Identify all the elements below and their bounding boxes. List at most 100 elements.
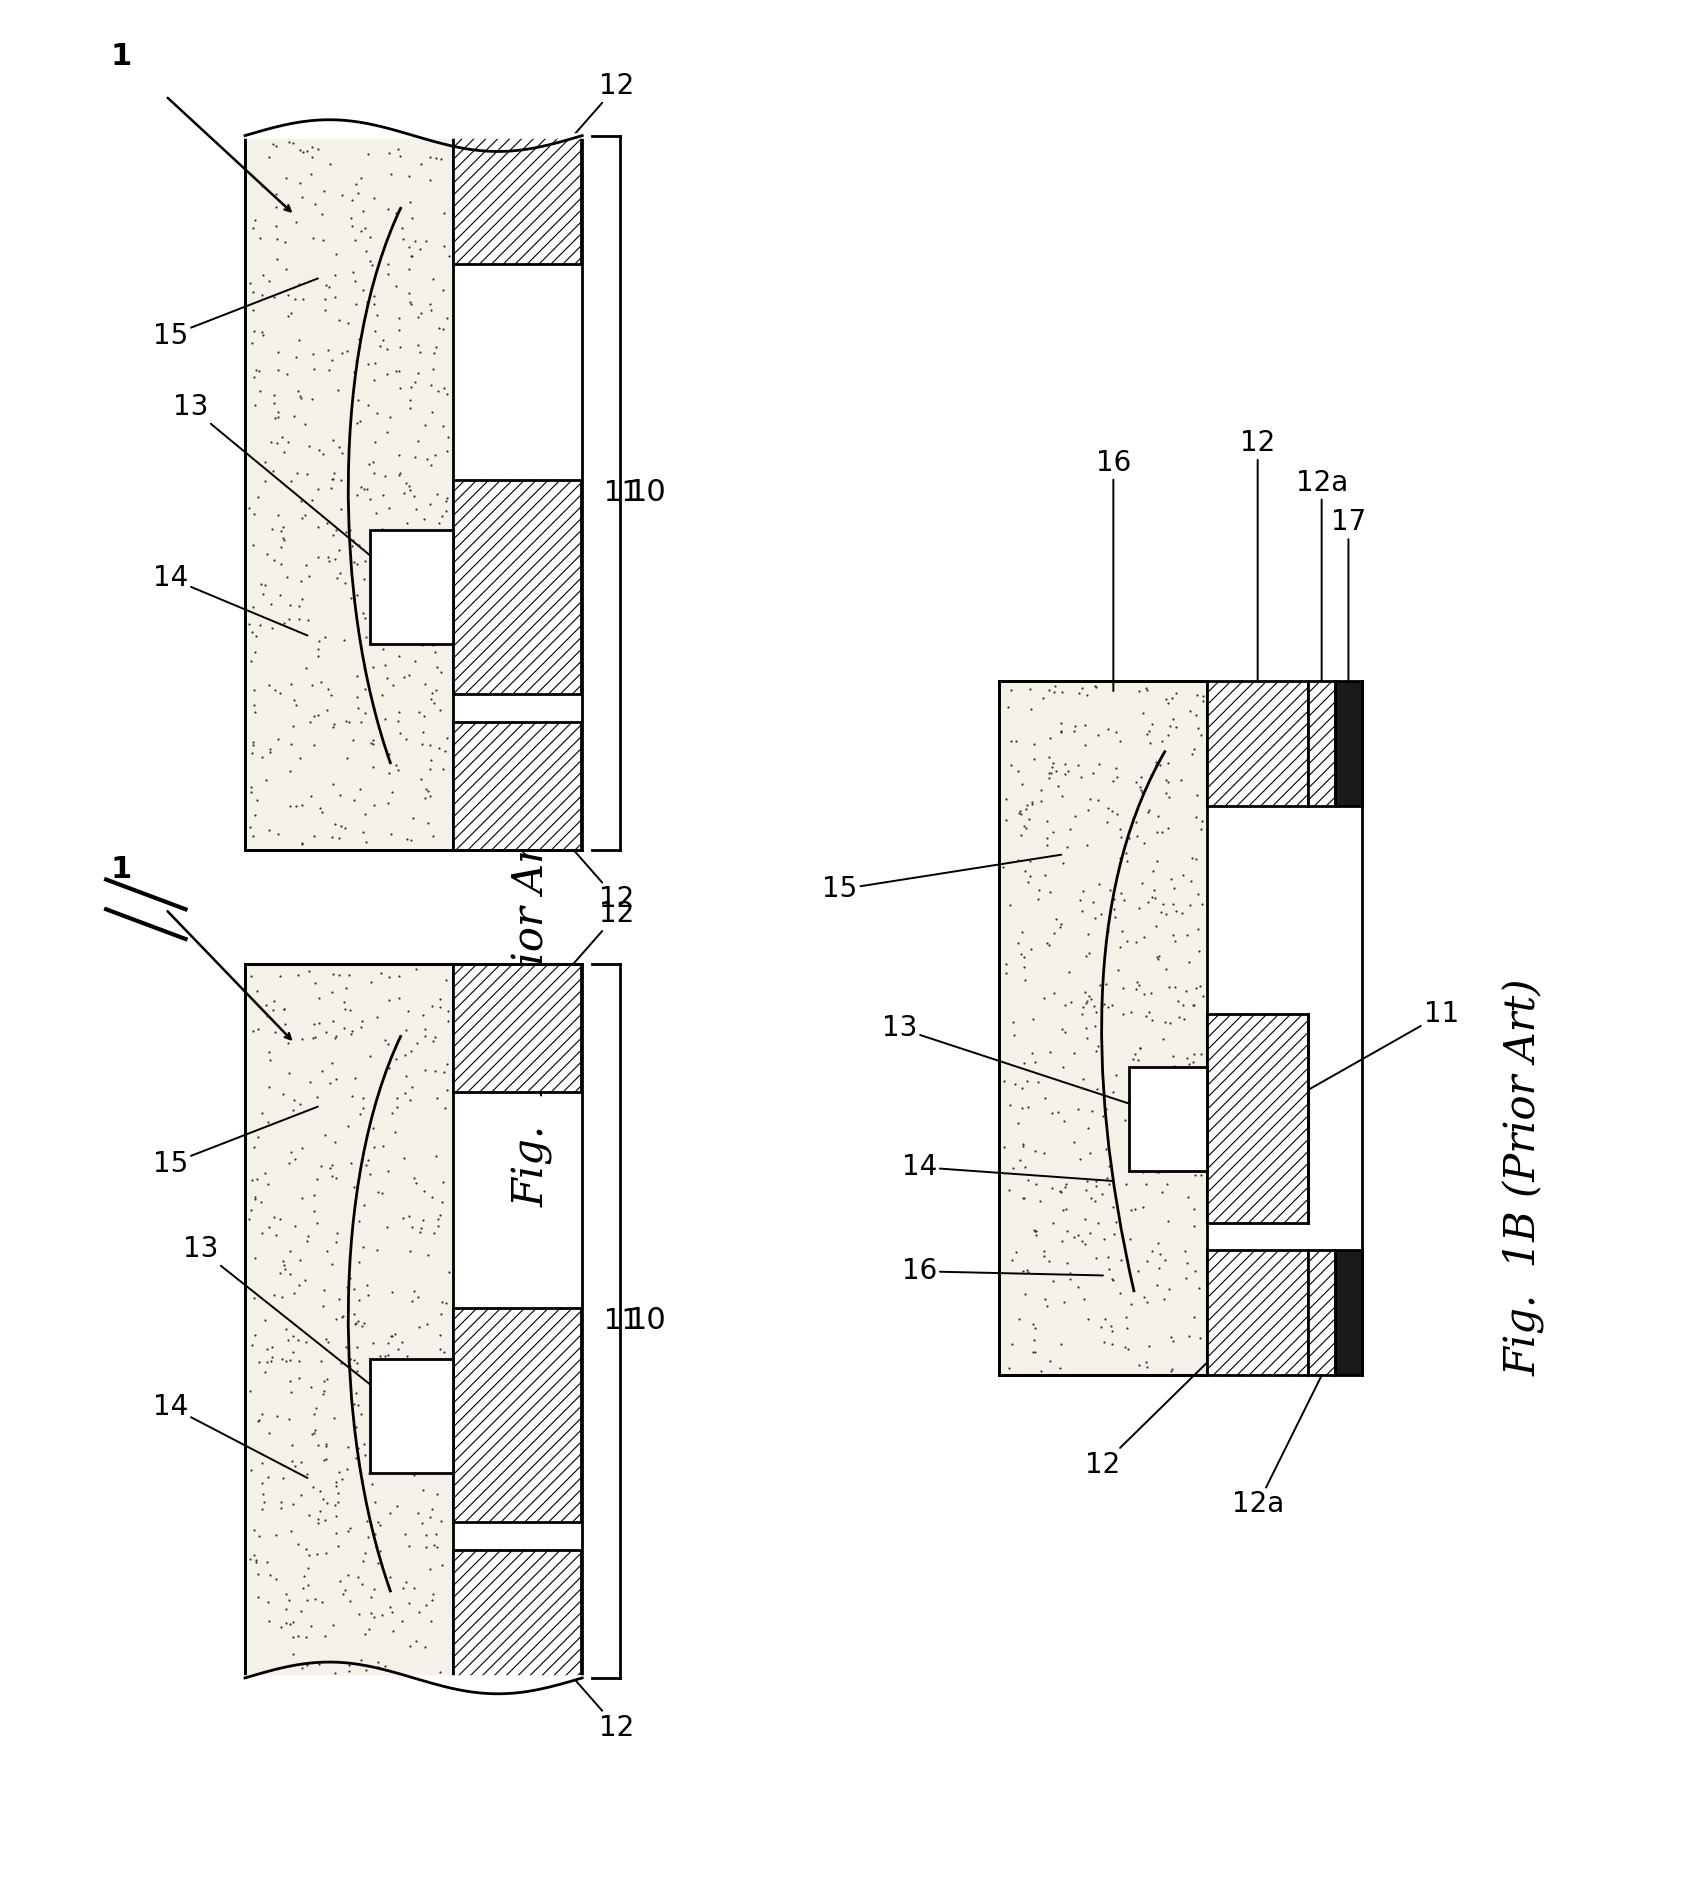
Point <box>402 1625 430 1655</box>
Point <box>1153 898 1180 928</box>
Point <box>1124 1045 1151 1075</box>
Point <box>266 960 293 990</box>
Point <box>406 566 433 596</box>
Point <box>293 1584 321 1614</box>
Point <box>268 1343 295 1374</box>
Point <box>1188 680 1216 710</box>
Point <box>1014 868 1042 898</box>
Point <box>358 652 385 682</box>
Point <box>303 511 331 541</box>
Point <box>433 1075 460 1105</box>
Point <box>1071 1204 1098 1235</box>
Point <box>1028 785 1055 815</box>
Point <box>343 1377 370 1407</box>
Point <box>298 485 326 515</box>
Point <box>399 241 426 271</box>
Point <box>344 385 372 415</box>
Point <box>1079 1095 1107 1126</box>
Point <box>244 1015 271 1045</box>
Point <box>275 603 302 633</box>
Point <box>286 135 314 165</box>
Point <box>1134 675 1161 705</box>
Point <box>1153 1169 1180 1199</box>
Point <box>413 1590 440 1620</box>
Point <box>387 141 414 171</box>
Point <box>1176 891 1204 921</box>
Point <box>396 278 423 308</box>
Point <box>1129 778 1156 808</box>
Bar <box>1207 1250 1308 1375</box>
Point <box>1035 757 1062 787</box>
Point <box>327 1347 355 1377</box>
Point <box>1175 1062 1202 1092</box>
Point <box>1030 1139 1057 1169</box>
Point <box>344 1561 372 1592</box>
Point <box>360 282 387 312</box>
Point <box>275 427 302 457</box>
Point <box>240 363 268 393</box>
Point <box>387 458 414 489</box>
Point <box>1035 763 1062 793</box>
Point <box>401 1460 428 1490</box>
Point <box>1129 1144 1156 1174</box>
Point <box>280 400 307 430</box>
Point <box>416 489 443 519</box>
Point <box>285 376 312 406</box>
Point <box>326 960 353 990</box>
Point <box>382 1043 409 1073</box>
Point <box>1154 748 1182 778</box>
Point <box>1098 990 1125 1020</box>
Bar <box>1207 1015 1308 1223</box>
Point <box>322 1304 350 1334</box>
Point <box>1139 857 1166 887</box>
Point <box>385 303 413 333</box>
Point <box>1129 1157 1156 1188</box>
Point <box>1185 879 1212 909</box>
Point <box>1113 1313 1141 1343</box>
Point <box>237 646 264 676</box>
Point <box>336 1351 363 1381</box>
Point <box>348 1312 375 1342</box>
Point <box>341 1298 368 1328</box>
Point <box>263 192 290 222</box>
Point <box>991 1157 1018 1188</box>
Point <box>1011 857 1038 887</box>
Point <box>361 498 389 528</box>
Bar <box>1335 680 1362 806</box>
Point <box>326 1456 353 1486</box>
Point <box>1093 1094 1120 1124</box>
Point <box>300 1195 327 1225</box>
Point <box>397 372 425 402</box>
Point <box>387 718 414 748</box>
Point <box>356 483 384 513</box>
Point <box>237 772 264 802</box>
Point <box>1100 1265 1127 1295</box>
Point <box>385 697 413 727</box>
Point <box>1165 1086 1192 1116</box>
Point <box>322 1518 350 1548</box>
Point <box>240 675 268 705</box>
Point <box>351 675 379 705</box>
Point <box>242 1546 269 1576</box>
Point <box>997 675 1025 705</box>
Point <box>1040 1266 1067 1297</box>
Point <box>363 398 390 428</box>
Point <box>418 990 445 1020</box>
Bar <box>1308 1250 1335 1375</box>
Point <box>278 466 305 496</box>
Point <box>288 1595 315 1625</box>
Point <box>276 1148 303 1178</box>
Point <box>288 566 315 596</box>
Point <box>1125 893 1153 923</box>
Point <box>1156 710 1183 740</box>
Text: 10: 10 <box>627 1306 667 1336</box>
Point <box>411 1020 438 1050</box>
Point <box>310 1445 338 1475</box>
Point <box>1021 1219 1049 1250</box>
Point <box>1072 988 1100 1018</box>
Point <box>351 1441 379 1471</box>
Point <box>1030 1236 1057 1266</box>
Point <box>419 1026 447 1056</box>
Point <box>292 410 319 440</box>
Point <box>280 710 307 740</box>
